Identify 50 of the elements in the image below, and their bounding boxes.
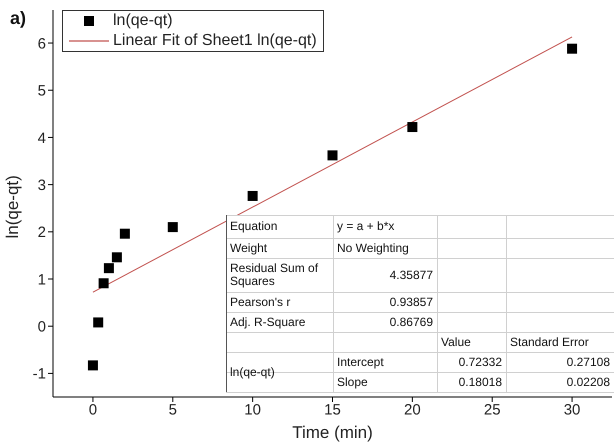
point — [248, 190, 258, 201]
chart-title: a) — [10, 8, 26, 29]
y-axis-title: ln(qe-qt) — [3, 175, 22, 238]
annotation: No Weighting — [337, 240, 410, 256]
x-tick-label: 10 — [244, 402, 261, 419]
annotation: 4.35877 — [388, 266, 433, 284]
point — [567, 44, 578, 54]
legend-label: ln(qe-qt) — [113, 11, 173, 31]
point — [93, 317, 104, 328]
legend-label: Linear Fit of Sheet1 ln(qe-qt) — [113, 31, 317, 51]
annotation: 0.86769 — [388, 314, 433, 330]
x-tick-label: 25 — [484, 402, 501, 419]
annotation: Adj. R-Square — [230, 314, 306, 330]
annotation: Intercept — [337, 354, 385, 370]
y-tick-label: 3 — [38, 176, 46, 194]
annotation: 0.93857 — [388, 294, 433, 310]
annotation: 0.18018 — [458, 374, 502, 390]
annotation: Equation — [230, 218, 278, 235]
y-tick-label: 6 — [38, 35, 46, 52]
annotation: 0.02208 — [566, 374, 610, 390]
annotation: Standard Error — [510, 334, 590, 350]
annotation: 0.27108 — [566, 354, 610, 370]
x-tick-label: 15 — [324, 402, 341, 419]
y-tick-label: 0 — [38, 318, 46, 336]
x-tick-label: 20 — [404, 402, 421, 419]
x-tick-label: 0 — [88, 402, 98, 419]
point — [407, 122, 418, 132]
point — [98, 278, 109, 288]
annotation: Value — [441, 334, 472, 350]
annotation: 0.72332 — [458, 354, 502, 370]
point — [120, 228, 130, 239]
x-tick-label: 30 — [564, 402, 580, 419]
annotation: Residual Sum of Squares — [230, 260, 320, 290]
annotation: ln(qe-qt) — [230, 364, 276, 380]
x-tick-label: 5 — [168, 402, 177, 419]
annotation: Weight — [230, 240, 268, 256]
y-tick-label: 2 — [38, 224, 46, 242]
point — [104, 263, 114, 274]
y-tick-label: -1 — [32, 366, 46, 383]
y-tick-label: 1 — [38, 271, 46, 288]
point — [328, 150, 338, 160]
annotation: y = a + b*x — [337, 218, 396, 235]
x-axis-title: Time (min) — [292, 423, 373, 442]
y-tick-label: 5 — [38, 82, 46, 100]
point — [112, 252, 122, 262]
annotation: Slope — [337, 374, 369, 390]
point — [168, 222, 178, 232]
y-tick-label: 4 — [38, 130, 46, 147]
point — [88, 360, 98, 370]
annotation: Pearson's r — [230, 294, 292, 310]
